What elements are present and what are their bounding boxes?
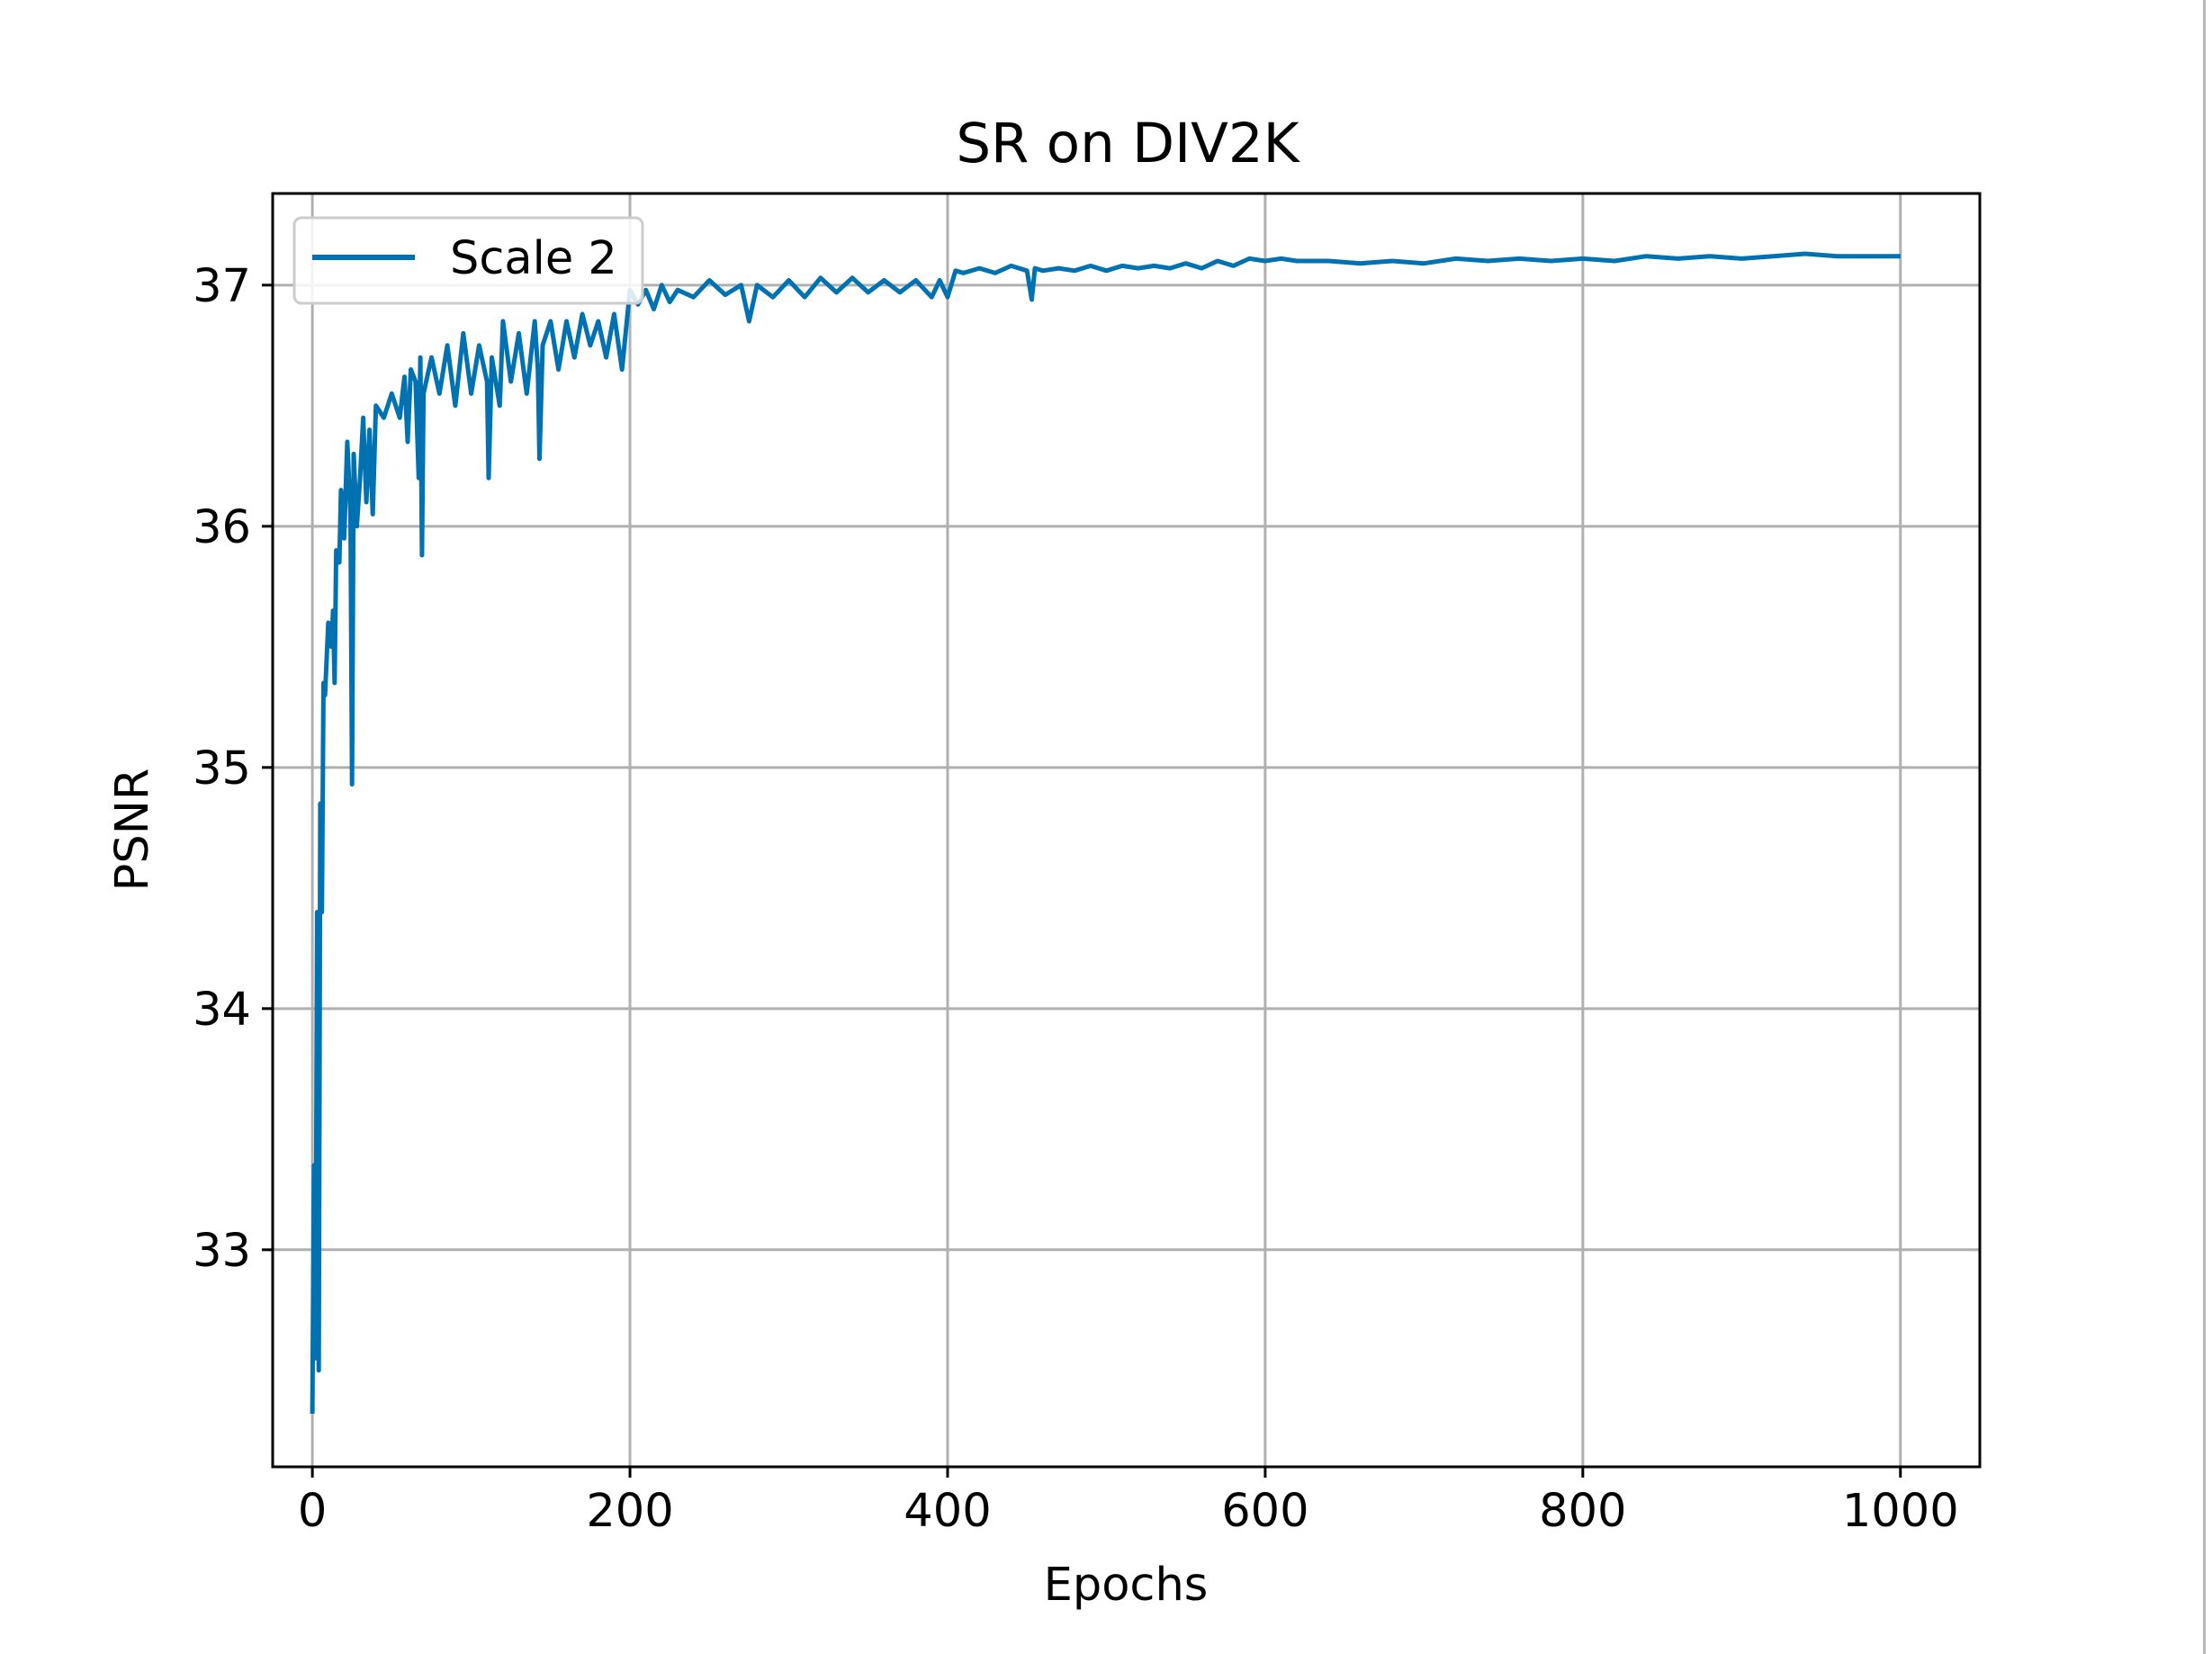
y-axis-label: PSNR bbox=[106, 769, 159, 892]
y-tick-label: 35 bbox=[193, 742, 251, 796]
plot-frame bbox=[271, 192, 1982, 1469]
legend: Scale 2 bbox=[292, 216, 644, 305]
x-tick-label: 600 bbox=[1221, 1485, 1308, 1538]
x-tick-label: 400 bbox=[904, 1485, 991, 1538]
x-tick-label: 800 bbox=[1539, 1485, 1626, 1538]
x-tick-label: 0 bbox=[298, 1485, 327, 1538]
y-axis: 33 34 35 36 37 bbox=[193, 260, 273, 1278]
x-tick-label: 200 bbox=[586, 1485, 673, 1538]
x-axis-label: Epochs bbox=[1044, 1559, 1209, 1612]
y-tick-label: 36 bbox=[193, 501, 251, 554]
y-tick-label: 33 bbox=[193, 1225, 251, 1278]
x-axis: 0 200 400 600 800 1000 bbox=[298, 1467, 1959, 1538]
y-tick-label: 34 bbox=[193, 984, 251, 1037]
x-tick-label: 1000 bbox=[1842, 1485, 1959, 1538]
series-layer bbox=[310, 251, 1901, 1415]
legend-box bbox=[292, 216, 644, 305]
series-line-scale-2 bbox=[310, 251, 1901, 1415]
chart-title: SR on DIV2K bbox=[956, 112, 1300, 175]
y-tick-label: 37 bbox=[193, 260, 251, 313]
legend-label: Scale 2 bbox=[450, 232, 617, 285]
window-edge bbox=[2203, 0, 2206, 1654]
